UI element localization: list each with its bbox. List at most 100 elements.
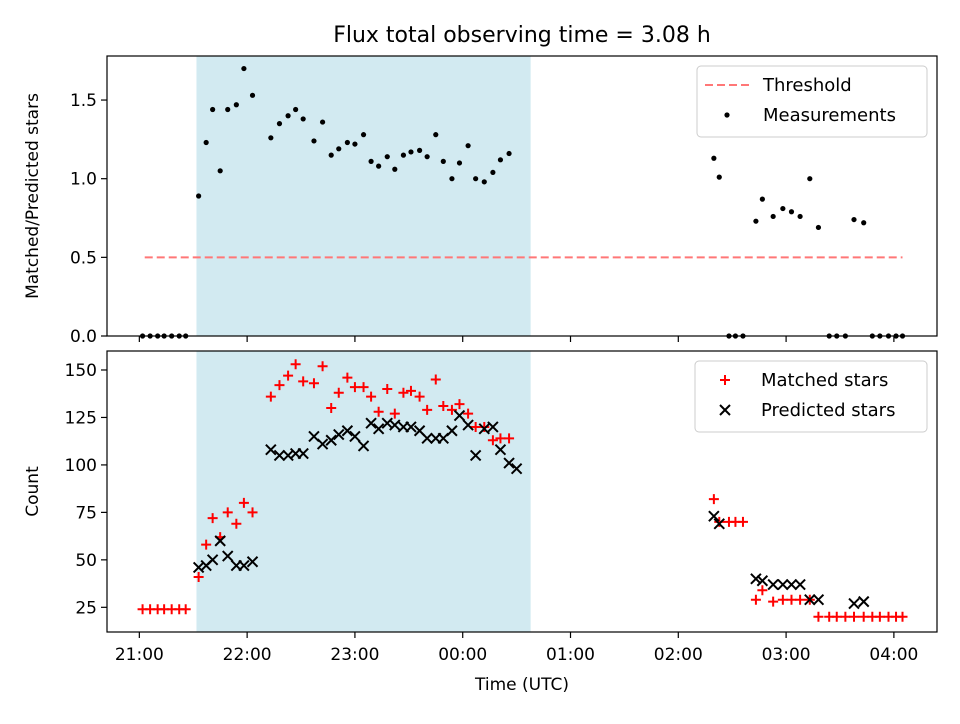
matched-star-point [470,421,481,432]
legend-label: Measurements [763,105,896,126]
predicted-star-point [487,421,499,433]
panel-counts: 25 50 75 100 125 150 21:00 22:00 23:00 00:00 01:00… [23,350,938,665]
predicted-star-point [756,575,769,587]
measurement-point [449,176,455,182]
matched-star-point [777,594,788,605]
matched-star-point [290,359,301,370]
y-tick-label: 1.0 [70,170,97,190]
measurement-point [319,119,326,125]
predicted-star-point [238,559,250,572]
measurement-point [481,179,487,185]
measurement-point [416,147,423,153]
matched-star-point [487,435,498,446]
measurement-point [456,160,463,166]
measurement-point [759,196,765,202]
matched-star-point [201,539,212,550]
matched-star-point [504,433,515,444]
measurement-point [376,163,382,169]
matched-star-point [714,516,725,527]
measurement-point [241,65,247,72]
measurement-point [311,138,317,144]
matched-star-point [479,421,490,432]
measurement-point [506,150,512,157]
predicted-star-point [767,578,779,591]
measurement-point [249,92,256,98]
predicted-star-point [469,449,482,462]
measurement-point [815,224,822,231]
measurement-point [465,143,471,149]
predicted-star-point [478,423,490,435]
matched-star-point [207,513,218,524]
measurement-point [352,141,358,147]
x-tick-label: 01:00 [546,645,595,665]
predicted-star-point [349,430,361,443]
matched-star-point [238,497,249,508]
matched-star-point [430,374,441,385]
y-tick-label: 25 [75,598,97,618]
legend-predicted-swatch [719,404,731,416]
matched-star-point [795,594,806,605]
matched-star-point [874,611,885,622]
series-predicted-stars [192,409,870,610]
plot-frame [106,350,938,633]
matched-star-point [446,404,457,415]
measurement-point [716,174,722,180]
measurement-point [433,132,439,138]
measurement-point [400,152,407,158]
matched-star-point [180,604,191,615]
panel-ratio: 0.0 0.5 1.0 1.5 Matched/Predicted stars Thres… [23,55,938,347]
measurement-point [490,169,496,176]
measurement-point [203,139,209,146]
matched-star-point [849,611,859,622]
predicted-star-point [750,573,762,585]
y-tick-label: 100 [65,456,97,476]
x-tick-label: 22:00 [223,645,272,665]
matched-star-point [389,408,400,419]
measurement-point [344,139,350,146]
predicted-star-point [421,432,433,445]
predicted-star-point [503,457,515,469]
predicted-star-point [713,518,725,530]
matched-star-point [840,611,851,622]
matched-star-point [454,399,465,410]
chart-panels: 0.0 0.5 1.0 1.5 Matched/Predicted stars Thres… [23,55,938,665]
predicted-star-point [848,597,860,610]
legend-box [694,360,928,433]
predicted-star-point [812,594,825,606]
matched-star-point [308,378,319,389]
measurement-point [328,152,334,158]
matched-star-point [858,611,869,622]
legend-label: Matched stars [761,370,888,391]
measurement-point [753,218,759,224]
measurement-point [424,154,430,160]
legend-box [696,65,928,138]
measurement-point [497,157,504,163]
x-tick-label: 04:00 [869,645,918,665]
measurement-point [293,106,299,113]
predicted-star-point [405,421,417,433]
legend-label: Threshold [762,75,852,96]
y-tick-label: 0.0 [70,327,97,347]
predicted-star-point [316,438,329,450]
measurement-point [368,158,374,164]
x-tick-label: 23:00 [330,645,379,665]
y-tick-label: 50 [75,551,97,571]
x-tick-label: 21:00 [115,645,164,665]
matched-star-point [398,387,409,398]
y-tick-label: 0.5 [70,248,97,268]
x-tick-label: 02:00 [654,645,703,665]
matched-star-point [708,494,719,505]
chart-title: Flux total observing time = 3.08 h [333,23,711,48]
measurement-point [788,209,795,215]
matched-star-point [495,433,506,444]
measurement-point [300,116,306,122]
predicted-star-point [857,595,870,608]
measurement-point [268,135,274,141]
predicted-star-point [325,434,337,446]
matched-star-point [283,370,294,381]
predicted-star-point [494,444,507,456]
measurement-point [392,166,398,172]
measurement-point [807,176,813,182]
y-tick-label: 150 [65,361,97,381]
predicted-star-point [365,417,377,429]
